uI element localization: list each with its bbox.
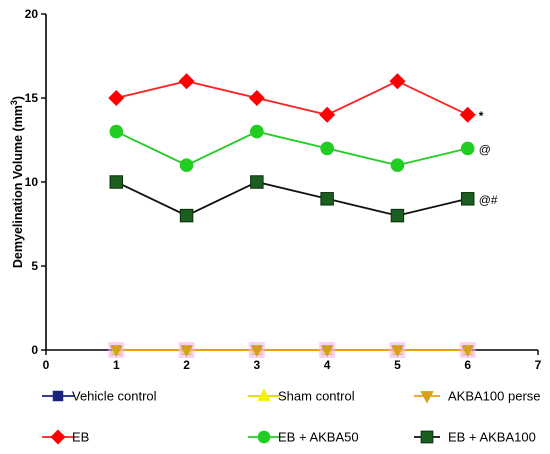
data-point: [460, 141, 475, 156]
legend-label: EB + AKBA50: [278, 430, 359, 445]
legend: Vehicle control Sham control AKBA100 perse…: [42, 388, 541, 445]
data-point: [460, 192, 475, 206]
series-akba100-perse: [108, 342, 476, 358]
legend-marker: [52, 390, 64, 402]
axes: 0 1 2 3 4 5 6 7 0 5 10 15 20: [25, 7, 542, 372]
data-point: [250, 345, 264, 357]
legend-label: Sham control: [278, 389, 355, 404]
legend-item: Sham control: [248, 388, 355, 404]
data-point: [108, 90, 125, 106]
data-point: [320, 141, 334, 156]
legend-label: EB + AKBA100: [448, 430, 536, 445]
data-point: [320, 345, 334, 357]
significance-label: *: [479, 109, 484, 123]
legend-marker: [257, 388, 271, 401]
data-point: [250, 175, 264, 189]
legend-marker: [420, 391, 434, 404]
data-point: [389, 73, 406, 90]
series-eb-akba100: [109, 175, 475, 223]
y-axis-title: Demyelination Volume (mm3): [9, 96, 25, 268]
legend-item: EB: [42, 429, 89, 445]
data-point: [179, 158, 194, 172]
legend-marker: [257, 430, 271, 444]
series-line: [115, 181, 468, 217]
legend-marker: [420, 430, 434, 444]
data-point: [109, 124, 124, 139]
data-point: [180, 345, 193, 357]
series-layer: [108, 73, 476, 358]
legend-item: EB + AKBA50: [248, 430, 359, 445]
series-line: [116, 80, 469, 116]
legend-item: Vehicle control: [42, 389, 157, 404]
x-tick-label: 4: [324, 358, 331, 372]
y-tick-label: 15: [25, 91, 39, 105]
data-point: [250, 124, 264, 139]
x-tick-label: 5: [394, 358, 401, 372]
data-point: [391, 345, 404, 357]
data-point: [109, 175, 124, 189]
data-point: [248, 90, 265, 106]
legend-item: EB + AKBA100: [414, 430, 536, 445]
x-tick-label: 6: [464, 358, 471, 372]
x-tick-label: 1: [113, 358, 120, 372]
x-tick-label: 3: [254, 358, 261, 372]
data-point: [390, 208, 405, 223]
x-tick-label: 0: [43, 358, 50, 372]
series-sham-control: [109, 343, 475, 355]
legend-marker: [50, 429, 66, 445]
data-point: [461, 345, 475, 357]
y-tick-label: 20: [25, 7, 39, 21]
legend-label: Vehicle control: [72, 389, 157, 404]
y-tick-label: 10: [25, 175, 39, 189]
legend-label: EB: [72, 430, 89, 445]
x-tick-label: 7: [535, 358, 542, 372]
data-point: [319, 106, 336, 123]
data-point: [179, 208, 194, 223]
series-line: [115, 130, 468, 167]
data-point: [109, 345, 123, 357]
legend-item: AKBA100 perse: [414, 389, 541, 404]
data-point: [459, 106, 476, 123]
series-eb: [108, 73, 476, 123]
data-point: [320, 192, 334, 206]
data-point: [178, 73, 195, 90]
significance-label: @#: [479, 193, 498, 207]
y-tick-label: 5: [31, 259, 38, 273]
legend-label: AKBA100 perse: [448, 389, 541, 404]
x-tick-label: 2: [183, 358, 190, 372]
y-tick-label: 0: [31, 343, 38, 357]
series-eb-akba50: [109, 124, 475, 172]
data-point: [390, 158, 405, 172]
annotations: * @ @#: [479, 109, 498, 207]
significance-label: @: [479, 142, 491, 156]
